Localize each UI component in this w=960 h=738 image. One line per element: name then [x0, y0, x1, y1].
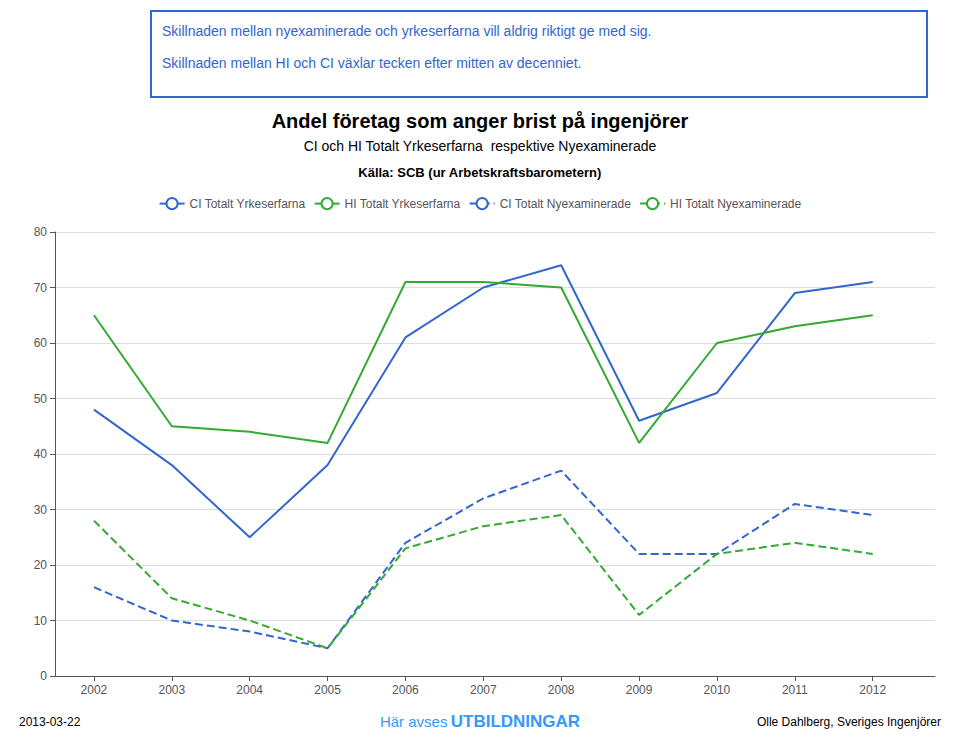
svg-text:HI Totalt Nyexaminerade: HI Totalt Nyexaminerade — [670, 197, 802, 211]
svg-text:2009: 2009 — [626, 683, 653, 697]
svg-text:CI och HI Totalt Yrkeserfarna: CI och HI Totalt Yrkeserfarna respektive… — [304, 138, 657, 154]
svg-text:Källa: SCB (ur Arbetskraftsbar: Källa: SCB (ur Arbetskraftsbarometern) — [358, 165, 601, 180]
svg-text:2010: 2010 — [704, 683, 731, 697]
svg-text:Olle Dahlberg, Sveriges Ingenj: Olle Dahlberg, Sveriges Ingenjörer — [757, 715, 941, 729]
svg-text:80: 80 — [34, 225, 48, 239]
svg-text:30: 30 — [34, 503, 48, 517]
svg-text:50: 50 — [34, 392, 48, 406]
svg-text:20: 20 — [34, 558, 48, 572]
svg-text:Skillnaden mellan nyexaminerad: Skillnaden mellan nyexaminerade och yrke… — [162, 23, 651, 39]
svg-text:HI Totalt Yrkeserfarna: HI Totalt Yrkeserfarna — [345, 197, 461, 211]
svg-text:2008: 2008 — [548, 683, 575, 697]
svg-text:2005: 2005 — [314, 683, 341, 697]
svg-text:2011: 2011 — [782, 683, 808, 697]
svg-text:40: 40 — [34, 447, 48, 461]
svg-text:2013-03-22: 2013-03-22 — [19, 715, 81, 729]
svg-text:70: 70 — [34, 281, 48, 295]
svg-text:0: 0 — [40, 669, 47, 683]
svg-text:Skillnaden mellan HI och CI vä: Skillnaden mellan HI och CI växlar tecke… — [162, 55, 581, 71]
svg-text:Här avses: Här avses — [380, 713, 448, 730]
svg-text:CI Totalt Yrkeserfarna: CI Totalt Yrkeserfarna — [190, 197, 306, 211]
svg-text:2003: 2003 — [158, 683, 185, 697]
svg-text:2007: 2007 — [470, 683, 497, 697]
svg-text:2004: 2004 — [236, 683, 263, 697]
svg-text:Andel företag som anger brist: Andel företag som anger brist på ingenjö… — [272, 110, 689, 132]
svg-text:CI Totalt Nyexaminerade: CI Totalt Nyexaminerade — [500, 197, 632, 211]
svg-text:2012: 2012 — [859, 683, 886, 697]
svg-text:2002: 2002 — [81, 683, 108, 697]
svg-text:10: 10 — [34, 614, 48, 628]
svg-text:60: 60 — [34, 336, 48, 350]
svg-text:UTBILDNINGAR: UTBILDNINGAR — [451, 712, 580, 731]
svg-text:2006: 2006 — [392, 683, 419, 697]
